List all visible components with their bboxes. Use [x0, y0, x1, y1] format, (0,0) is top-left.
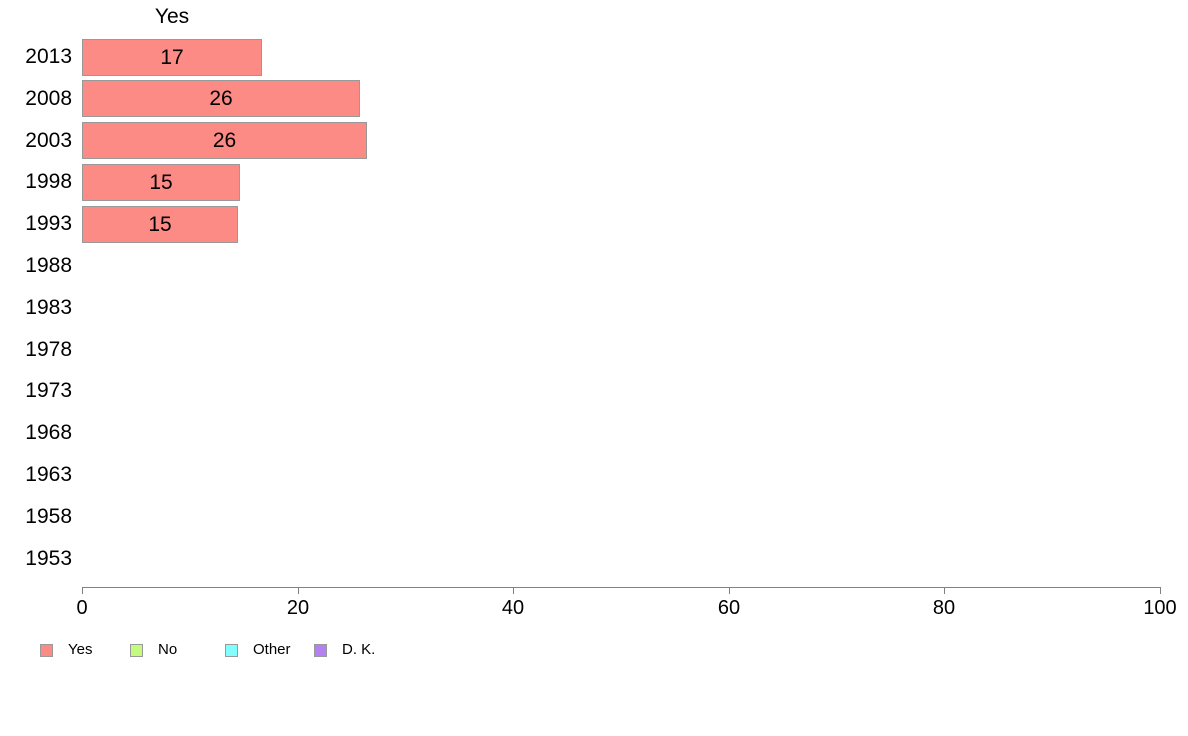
legend-item: Other	[225, 641, 291, 659]
year-label: 1963	[25, 463, 72, 486]
legend-label: Yes	[68, 641, 93, 658]
year-label: 1958	[25, 505, 72, 528]
x-axis-tick-label: 20	[286, 597, 310, 619]
legend-item: No	[130, 641, 177, 659]
x-axis-tick	[1160, 587, 1161, 594]
year-label: 1968	[25, 421, 72, 444]
bar: 15	[82, 206, 238, 243]
x-axis-tick-label: 60	[717, 597, 741, 619]
x-axis-tick-label: 100	[1143, 597, 1177, 619]
bar-value-label: 15	[149, 171, 173, 194]
x-axis-tick	[298, 587, 299, 594]
bar-value-label: 15	[148, 213, 172, 236]
year-label: 2003	[25, 129, 72, 152]
legend-item: Yes	[40, 641, 92, 659]
x-axis-tick-label: 40	[501, 597, 525, 619]
legend-swatch	[130, 643, 143, 657]
bar: 15	[82, 164, 240, 201]
bar: 26	[82, 80, 360, 117]
legend-swatch	[225, 643, 238, 657]
bar-value-label: 26	[209, 87, 233, 110]
year-label: 2008	[25, 87, 72, 110]
x-axis-tick	[729, 587, 730, 594]
legend-swatch	[314, 643, 327, 657]
legend: Yes No Other D. K.	[0, 641, 1188, 661]
bar-value-label: 26	[212, 129, 237, 152]
x-axis-tick-label: 0	[76, 597, 88, 619]
year-label: 1988	[25, 254, 72, 277]
x-axis-tick	[513, 587, 514, 594]
year-label: 1978	[25, 338, 72, 361]
x-axis-tick-label: 80	[932, 597, 956, 619]
legend-item: D. K.	[314, 641, 375, 659]
bar: 17	[82, 39, 262, 76]
x-axis-line	[82, 587, 1160, 588]
year-label: 1998	[25, 170, 72, 193]
chart-title: Yes	[154, 5, 190, 28]
year-label: 1993	[25, 212, 72, 235]
legend-label: No	[158, 641, 178, 658]
bar: 26	[82, 122, 367, 159]
year-label: 2013	[25, 45, 72, 68]
x-axis-tick	[82, 587, 83, 594]
year-label: 1983	[25, 296, 72, 319]
legend-label: Other	[253, 641, 291, 658]
x-axis-tick	[944, 587, 945, 594]
year-label: 1953	[25, 547, 72, 570]
legend-swatch	[40, 643, 53, 657]
bar-value-label: 17	[160, 46, 184, 69]
legend-label: D. K.	[342, 641, 376, 658]
year-label: 1973	[25, 379, 72, 402]
